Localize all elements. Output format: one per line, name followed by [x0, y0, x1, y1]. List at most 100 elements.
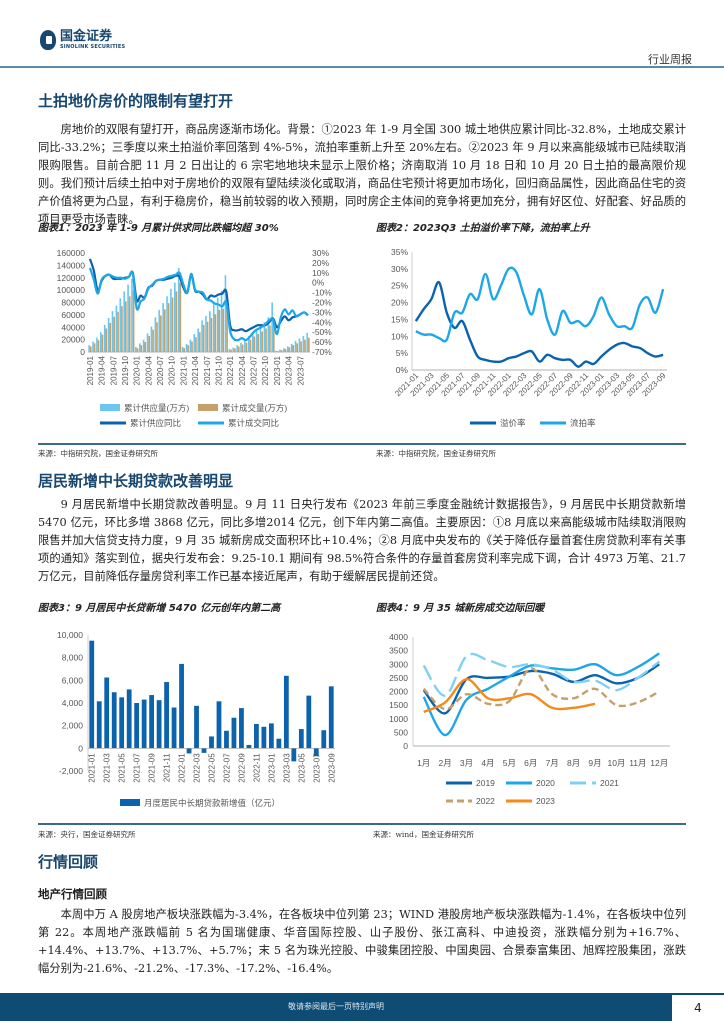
y-tick-label: 30%: [391, 264, 408, 274]
bar: [237, 346, 240, 352]
figure-caption: 图表2：2023Q3 土拍溢价率下降，流拍率上升: [376, 223, 590, 234]
bar: [179, 282, 182, 352]
x-tick-label: 2021-04: [191, 355, 200, 385]
bar: [128, 296, 131, 352]
y-tick-label: 3000: [389, 659, 408, 669]
figure-caption: 图表4：9 月 35 城新房成交边际回暖: [376, 603, 545, 614]
y-tick-label: 0: [80, 347, 85, 357]
x-tick-label: 2023-04: [285, 355, 294, 385]
y-tick-label: 0%: [312, 278, 325, 288]
x-tick-label: 2023-05: [297, 753, 306, 783]
x-tick-label: 2022-03: [193, 753, 202, 783]
bar: [296, 343, 299, 352]
bar: [232, 347, 235, 352]
chart-35-city-sales: 0 500 1000 1500 2000 2500 3000 3500 4000 1月 2月 3月 4月…: [389, 632, 670, 806]
bar: [253, 336, 256, 352]
bar: [162, 303, 164, 352]
x-tick-label: 2021-03: [103, 753, 112, 783]
y-tick-label: 2,000: [62, 721, 84, 731]
bar: [171, 297, 174, 352]
bar: [136, 348, 139, 352]
legend-label: 累计成交同比: [228, 418, 279, 428]
x-tick-label: 2022-07: [222, 753, 231, 783]
bar: [201, 748, 207, 753]
x-tick-label: 2023-07: [312, 753, 321, 783]
bar: [156, 322, 158, 352]
legend-label: 2021: [600, 778, 619, 788]
y-tick-label: 160000: [57, 248, 86, 258]
bar: [275, 350, 277, 352]
bar: [97, 340, 100, 352]
bar: [288, 347, 291, 352]
bar: [148, 335, 151, 352]
y-tick-label: 35%: [391, 247, 408, 257]
x-tick-label: 2020-07: [156, 355, 165, 385]
y-tick-label: 30%: [312, 248, 329, 258]
y-tick-label: 4,000: [62, 698, 84, 708]
y-tick-label: 20%: [391, 298, 408, 308]
logo-text: 国金证券: [60, 29, 113, 44]
bar: [276, 351, 279, 352]
x-tick-label: 3月: [460, 758, 473, 768]
bar: [132, 290, 135, 352]
y-tick-label: -30%: [312, 307, 332, 317]
bar: [283, 348, 285, 352]
x-tick-label: 2020-10: [168, 355, 177, 385]
section-title: 居民新增中长期贷款改善明显: [38, 472, 234, 490]
bar: [99, 332, 102, 352]
bar: [246, 744, 252, 749]
bar: [302, 335, 305, 352]
y-tick-label: 25%: [391, 281, 408, 291]
footer-disclaimer-link[interactable]: 敬请参阅最后一页特别声明: [288, 1002, 384, 1011]
bar: [271, 302, 273, 352]
y-tick-label: 10%: [312, 268, 329, 278]
bar: [247, 335, 250, 352]
bar: [144, 342, 147, 352]
bar: [158, 309, 161, 352]
divider: [38, 443, 686, 445]
legend-label: 2022: [476, 796, 495, 806]
section-title: 行情回顾: [38, 853, 99, 871]
bar: [119, 298, 122, 352]
x-tick-label: 2019-10: [121, 355, 130, 385]
legend-label: 月度居民中长期贷款新增值（亿元）: [144, 798, 280, 808]
bar: [181, 347, 184, 352]
y-tick-label: -60%: [312, 337, 332, 347]
bar: [273, 321, 275, 352]
x-tick-label: 2022-01: [226, 355, 235, 385]
x-tick-label: 2020-04: [144, 355, 153, 385]
bar: [140, 345, 143, 352]
document-type: 行业周报: [648, 53, 692, 66]
x-tick-label: 11月: [629, 758, 646, 768]
x-tick-label: 2023-09: [327, 753, 336, 783]
section-paragraph: 本周中万 A 股房地产板块涨跌幅为-3.4%，在各板块中位列第 23；WIND …: [38, 908, 686, 975]
bar: [175, 291, 178, 352]
bar: [117, 311, 119, 352]
bar: [209, 311, 211, 352]
x-tick-label: 2022-04: [238, 355, 247, 385]
bar: [244, 339, 246, 352]
bar: [104, 677, 110, 749]
bar: [177, 267, 180, 352]
bar: [88, 345, 90, 352]
x-tick-label: 2019-07: [109, 355, 118, 385]
bar: [292, 345, 295, 352]
bar: [226, 304, 228, 352]
bar: [290, 343, 293, 352]
x-tick-label: 2021-01: [179, 355, 188, 385]
x-tick-label: 2021-09: [148, 753, 157, 783]
bar: [286, 346, 289, 352]
bar: [205, 316, 207, 352]
section-title: 土拍地价房价的限制有望打开: [38, 92, 234, 110]
bar: [228, 348, 231, 352]
figure-source: 来源：央行，国金证券研究所: [38, 830, 136, 839]
x-tick-label: 5月: [503, 758, 516, 768]
chart-land-supply: 0 20000 40000 60000 80000 100000 120000 140000 1…: [57, 248, 333, 428]
y-tick-label: 100000: [57, 285, 86, 295]
bar: [259, 326, 262, 352]
bar: [135, 347, 137, 352]
y-tick-label: 20%: [312, 258, 329, 268]
y-tick-label: -20%: [312, 298, 332, 308]
bar: [241, 344, 244, 352]
bar: [267, 317, 270, 352]
